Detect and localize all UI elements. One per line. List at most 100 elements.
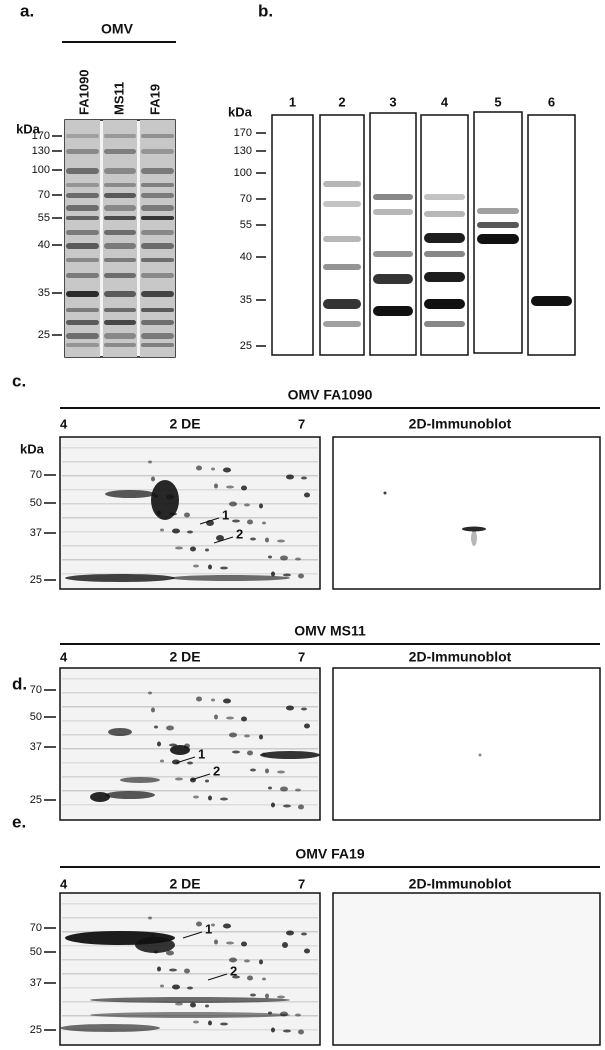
label: 37 <box>30 527 42 539</box>
band <box>424 233 465 243</box>
band <box>373 194 413 200</box>
spot <box>151 932 155 938</box>
spot <box>120 777 160 783</box>
band <box>104 258 136 262</box>
spot <box>260 751 320 759</box>
band <box>141 273 174 278</box>
spot <box>268 786 272 790</box>
spot <box>277 995 285 999</box>
band <box>104 230 136 235</box>
band <box>104 205 136 211</box>
band <box>141 333 174 339</box>
spot <box>205 779 209 783</box>
spot <box>187 986 193 990</box>
spot <box>229 501 237 507</box>
streak <box>62 959 318 961</box>
spot <box>154 950 158 954</box>
label: 7 <box>298 876 305 891</box>
rule <box>190 773 211 781</box>
spot <box>187 530 193 534</box>
band <box>477 208 519 214</box>
streak <box>62 931 318 933</box>
streak <box>62 559 318 561</box>
label: OMV FA1090 <box>288 387 373 403</box>
band <box>477 234 519 244</box>
band <box>66 183 99 187</box>
gel <box>473 111 523 354</box>
band <box>104 183 136 187</box>
label: 50 <box>30 946 42 958</box>
streak <box>62 517 318 519</box>
spot <box>169 512 177 516</box>
label: 70 <box>38 189 50 201</box>
spot <box>223 923 231 929</box>
spot <box>211 467 215 471</box>
spot <box>244 503 250 507</box>
band <box>141 183 174 187</box>
spot <box>244 734 250 738</box>
band <box>141 320 174 325</box>
label: 55 <box>240 219 252 231</box>
spot <box>262 521 266 525</box>
label: 70 <box>240 193 252 205</box>
spot <box>229 732 237 738</box>
band <box>531 296 572 306</box>
spot <box>304 492 310 498</box>
band <box>373 209 413 215</box>
label: 1 <box>289 94 296 109</box>
label: 1 <box>205 921 212 936</box>
band <box>373 274 413 284</box>
spot <box>241 716 247 722</box>
band <box>141 216 174 220</box>
spot <box>226 941 234 945</box>
spot <box>223 698 231 704</box>
band <box>66 343 99 347</box>
label: 2D-Immunoblot <box>409 876 512 892</box>
label: e. <box>12 812 26 831</box>
spot <box>295 557 301 561</box>
spot <box>250 768 256 772</box>
spot <box>190 546 196 552</box>
label: 2 DE <box>169 416 200 432</box>
label: 50 <box>30 711 42 723</box>
label: 130 <box>32 145 50 157</box>
gel <box>59 892 321 1046</box>
band <box>66 333 99 339</box>
band <box>323 299 361 309</box>
spot <box>196 465 202 471</box>
spot <box>280 555 288 561</box>
label: 6 <box>548 94 555 109</box>
label: 130 <box>234 145 252 157</box>
band <box>323 321 361 327</box>
spot <box>298 804 304 810</box>
gel <box>332 892 601 1046</box>
spot <box>259 959 263 965</box>
spot <box>220 566 228 570</box>
label: c. <box>12 371 26 390</box>
band <box>104 343 136 347</box>
label: 4 <box>60 416 68 431</box>
label: 35 <box>38 287 50 299</box>
spot <box>166 494 174 500</box>
band <box>104 291 136 297</box>
band <box>141 243 174 249</box>
spot <box>175 1002 183 1006</box>
spot <box>247 519 253 525</box>
gel <box>332 667 601 821</box>
spot <box>135 937 175 953</box>
spot <box>172 984 180 990</box>
spot <box>271 802 275 808</box>
band <box>66 149 99 154</box>
streak <box>62 917 318 919</box>
lane-gap <box>137 121 140 356</box>
spot <box>286 930 294 936</box>
lane <box>103 120 137 357</box>
spot <box>298 573 304 579</box>
spot <box>286 705 294 711</box>
label: 3 <box>389 94 396 109</box>
spot <box>247 750 253 756</box>
band <box>141 193 174 198</box>
label: 37 <box>30 977 42 989</box>
spot <box>175 546 183 550</box>
